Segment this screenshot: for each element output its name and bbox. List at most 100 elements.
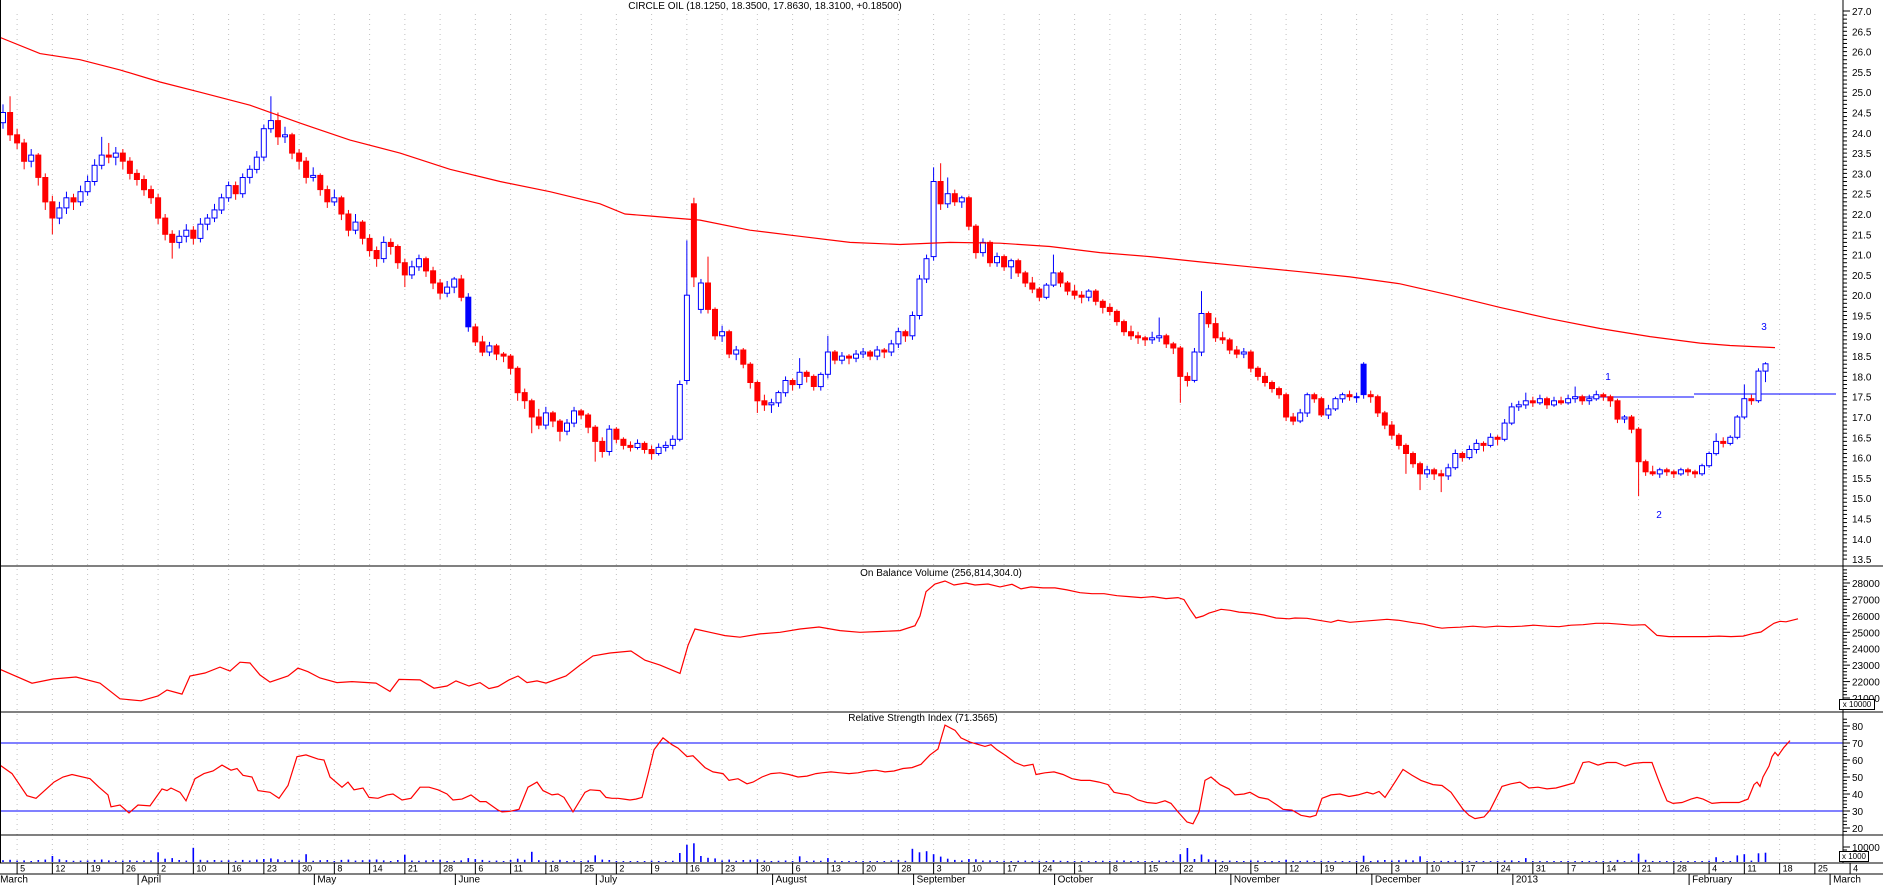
candle-body bbox=[1685, 469, 1691, 473]
volume-bar bbox=[502, 861, 505, 862]
volume-bar bbox=[1489, 861, 1492, 862]
rsi-axis-label: 60 bbox=[1852, 756, 1864, 767]
volume-bar bbox=[298, 860, 300, 863]
volume-bar bbox=[115, 860, 117, 862]
date-month-label: October bbox=[1058, 875, 1094, 885]
volume-bar bbox=[954, 859, 956, 862]
candle-body bbox=[662, 444, 669, 448]
volume-bar bbox=[636, 861, 639, 862]
volume-bar bbox=[756, 859, 759, 862]
candle-body bbox=[1135, 335, 1141, 339]
volume-bar bbox=[199, 859, 202, 863]
candle-body bbox=[768, 402, 775, 406]
candle-body bbox=[669, 438, 676, 446]
candle-body bbox=[1015, 260, 1022, 274]
volume-bar bbox=[51, 856, 54, 862]
candle-body bbox=[1177, 347, 1184, 377]
volume-bar bbox=[932, 854, 935, 862]
volume-bar bbox=[1017, 860, 1019, 862]
date-month-label: February bbox=[1692, 875, 1732, 885]
candle-body bbox=[972, 225, 979, 254]
candle-body bbox=[733, 349, 740, 355]
volume-bar bbox=[1285, 859, 1287, 863]
candle-body bbox=[155, 197, 162, 219]
candle-body bbox=[1670, 471, 1677, 475]
volume-bar bbox=[65, 860, 68, 862]
candle-body bbox=[317, 174, 324, 191]
candle-body bbox=[415, 258, 422, 268]
volume-bar bbox=[791, 861, 794, 862]
volume-bar bbox=[587, 860, 589, 863]
candle-body bbox=[444, 286, 451, 294]
candle-body bbox=[1522, 400, 1529, 406]
candle-body bbox=[1501, 422, 1508, 440]
candle-body bbox=[831, 351, 838, 361]
candle-body bbox=[310, 174, 317, 178]
candle-body bbox=[1677, 469, 1684, 475]
volume-bar bbox=[1200, 854, 1203, 862]
volume-bar bbox=[1595, 861, 1598, 862]
candle-body bbox=[472, 326, 479, 343]
date-week-label: 26 bbox=[1360, 864, 1370, 874]
volume-bar bbox=[531, 851, 533, 862]
volume-bar bbox=[707, 857, 709, 862]
candle-body bbox=[1642, 461, 1649, 473]
volume-bar bbox=[100, 859, 103, 863]
price-axis-label: 19.5 bbox=[1852, 312, 1872, 323]
volume-bar bbox=[1073, 861, 1076, 862]
candle-body bbox=[338, 197, 345, 215]
candle-body bbox=[1614, 400, 1621, 420]
volume-bar bbox=[171, 858, 173, 862]
candle-body bbox=[49, 201, 56, 219]
rsi-axis-label: 30 bbox=[1852, 807, 1864, 818]
volume-bar bbox=[1539, 861, 1541, 862]
volume-bar bbox=[1581, 861, 1583, 862]
volume-bar bbox=[1024, 860, 1027, 862]
date-week-label: 2 bbox=[161, 864, 166, 874]
volume-bar bbox=[23, 860, 25, 863]
volume-bar bbox=[129, 860, 131, 862]
candle-body bbox=[1445, 467, 1452, 477]
candle-body bbox=[838, 355, 845, 361]
candle-body bbox=[775, 392, 782, 404]
candle-body bbox=[105, 154, 112, 158]
price-axis-label: 27.0 bbox=[1852, 7, 1872, 18]
date-week-label: 3 bbox=[1395, 864, 1400, 874]
volume-bar bbox=[1722, 861, 1724, 862]
volume-bar bbox=[1165, 861, 1168, 863]
volume-bar bbox=[996, 861, 998, 862]
volume-bar bbox=[742, 860, 745, 862]
obv-line bbox=[0, 580, 1799, 702]
candle-body bbox=[1755, 370, 1762, 402]
candle-body bbox=[91, 164, 98, 183]
candle-body bbox=[1290, 416, 1297, 422]
obv-axis-label: 27000 bbox=[1852, 595, 1880, 606]
candle-body bbox=[1247, 351, 1254, 369]
candle-body bbox=[690, 203, 697, 278]
candle-body bbox=[1544, 398, 1550, 406]
volume-bar bbox=[1475, 861, 1478, 862]
obv-axis-label: 25000 bbox=[1852, 628, 1880, 639]
volume-bar bbox=[862, 861, 864, 862]
volume-bar bbox=[1518, 861, 1520, 862]
candle-body bbox=[296, 152, 303, 162]
volume-bar bbox=[573, 860, 575, 862]
volume-bar bbox=[1468, 861, 1471, 862]
date-week-label: 19 bbox=[91, 864, 101, 874]
candle-body bbox=[303, 160, 310, 178]
volume-bar bbox=[721, 860, 723, 863]
volume-bar bbox=[735, 860, 737, 862]
candle-body bbox=[1022, 272, 1029, 284]
candle-body bbox=[1663, 469, 1670, 473]
candle-body bbox=[1036, 288, 1043, 298]
volume-bar bbox=[1348, 861, 1351, 862]
candle-body bbox=[1417, 463, 1423, 475]
candle-body bbox=[1494, 436, 1501, 440]
volume-bar bbox=[1095, 861, 1097, 863]
volume-bar bbox=[86, 860, 89, 862]
candle-body bbox=[1628, 416, 1635, 430]
volume-bar bbox=[453, 860, 455, 862]
candle-body bbox=[324, 189, 331, 203]
candle-body bbox=[888, 343, 895, 353]
